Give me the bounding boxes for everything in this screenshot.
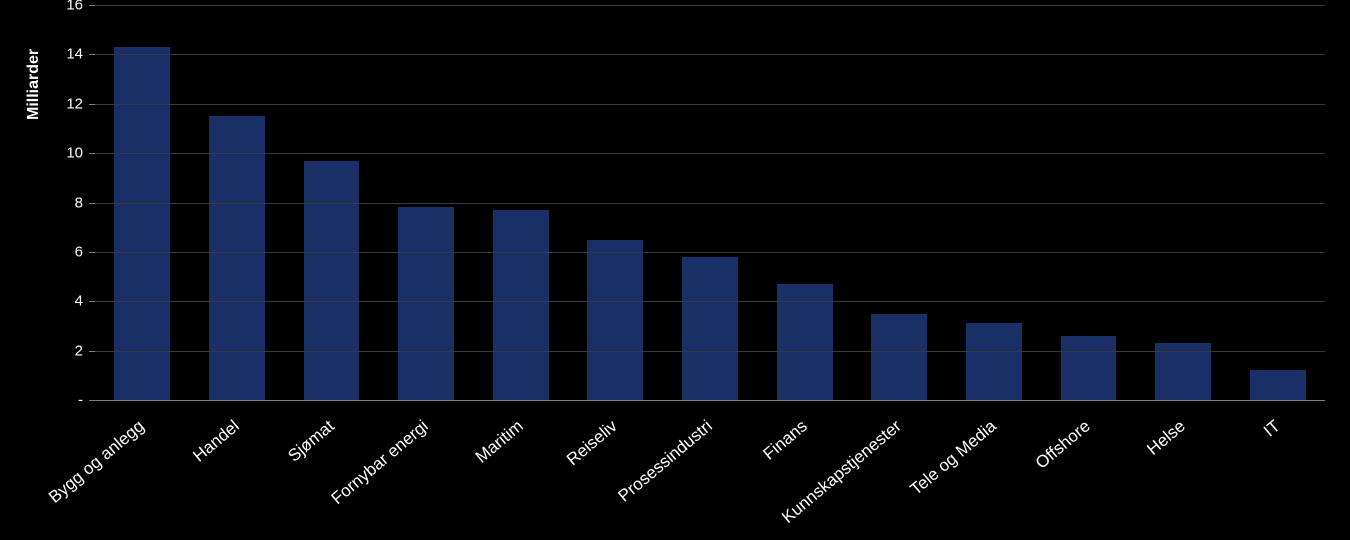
y-tick-label: 4 — [43, 293, 83, 310]
gridline — [95, 203, 1325, 204]
y-tick-label: 2 — [43, 342, 83, 359]
bar — [1155, 343, 1211, 400]
y-tick-label: 16 — [43, 0, 83, 14]
gridline — [95, 104, 1325, 105]
gridline — [95, 351, 1325, 352]
bar — [1061, 336, 1117, 400]
y-tick-mark — [89, 104, 95, 105]
y-tick-label: - — [43, 392, 83, 409]
y-tick-label: 10 — [43, 145, 83, 162]
bar — [398, 207, 454, 400]
bar — [209, 116, 265, 400]
y-axis-title: Milliarder — [25, 49, 43, 120]
bar — [114, 47, 170, 400]
y-tick-mark — [89, 54, 95, 55]
y-tick-label: 8 — [43, 194, 83, 211]
y-tick-mark — [89, 5, 95, 6]
gridline — [95, 301, 1325, 302]
y-tick-label: 14 — [43, 46, 83, 63]
y-tick-mark — [89, 153, 95, 154]
bar — [587, 240, 643, 400]
y-tick-mark — [89, 351, 95, 352]
y-tick-label: 12 — [43, 95, 83, 112]
plot-area — [95, 5, 1325, 401]
bar — [682, 257, 738, 400]
bar — [1250, 370, 1306, 400]
y-tick-mark — [89, 400, 95, 401]
gridline — [95, 252, 1325, 253]
bar — [493, 210, 549, 400]
gridline — [95, 5, 1325, 6]
bar-chart: Milliarder -246810121416 Bygg og anleggH… — [0, 0, 1350, 540]
gridline — [95, 153, 1325, 154]
y-tick-mark — [89, 252, 95, 253]
y-tick-label: 6 — [43, 243, 83, 260]
y-tick-mark — [89, 301, 95, 302]
y-tick-mark — [89, 203, 95, 204]
bar — [304, 161, 360, 400]
bar — [871, 314, 927, 400]
bar — [966, 323, 1022, 400]
gridline — [95, 54, 1325, 55]
